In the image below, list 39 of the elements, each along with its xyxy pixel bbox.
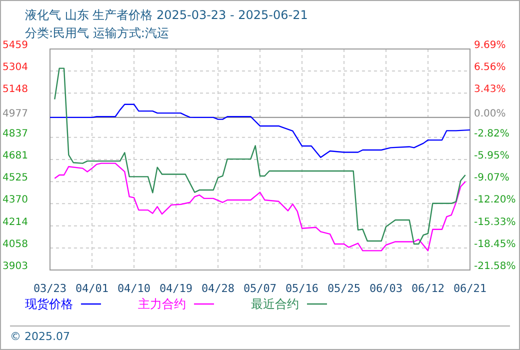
chart-title: 液化气 山东 生产者价格 2025-03-23 - 2025-06-21: [25, 8, 308, 22]
legend-label: 现货价格: [25, 297, 73, 311]
y-tick-label: 5459: [2, 40, 28, 51]
y-tick-label: 4370: [2, 194, 28, 206]
chart-subtitle: 分类:民用气 运输方式:汽运: [25, 26, 169, 40]
y2-tick-label: 0.00%: [474, 108, 506, 120]
x-tick-label: 04/10: [117, 282, 151, 295]
y2-tick-label: -5.95%: [474, 150, 510, 162]
x-tick-label: 04/19: [159, 282, 193, 295]
legend-label: 主力合约: [138, 297, 186, 311]
y-tick-label: 4977: [2, 108, 28, 120]
y-tick-label: 4681: [2, 150, 28, 162]
y-tick-label: 4058: [2, 238, 28, 250]
y2-tick-label: -21.58%: [474, 261, 516, 272]
y-tick-label: 3903: [2, 261, 28, 272]
x-tick-label: 06/03: [369, 282, 403, 295]
y2-tick-label: -12.20%: [474, 194, 516, 206]
x-tick-label: 04/28: [201, 282, 235, 295]
x-tick-label: 06/21: [453, 282, 487, 295]
y-tick-label: 4525: [2, 172, 28, 184]
y-tick-label: 5148: [2, 84, 28, 96]
y2-tick-label: -15.33%: [474, 216, 516, 228]
x-tick-label: 06/12: [411, 282, 445, 295]
y-tick-label: 4214: [2, 216, 28, 228]
y2-tick-label: -9.07%: [474, 172, 510, 184]
y2-tick-label: -2.82%: [474, 128, 510, 140]
text: © 2025.07: [10, 330, 70, 343]
x-tick-label: 05/07: [243, 282, 277, 295]
x-tick-label: 03/23: [33, 282, 67, 295]
y-tick-label: 5304: [2, 62, 28, 74]
y2-tick-label: 9.69%: [474, 40, 506, 51]
x-tick-label: 04/01: [75, 282, 109, 295]
x-tick-label: 05/25: [327, 282, 361, 295]
legend-label: 最近合约: [251, 297, 299, 311]
y2-tick-label: 3.43%: [474, 84, 506, 96]
x-tick-label: 05/16: [285, 282, 319, 295]
y2-tick-label: -18.45%: [474, 238, 516, 250]
y2-tick-label: 6.56%: [474, 62, 506, 74]
y-tick-label: 4837: [2, 128, 28, 140]
